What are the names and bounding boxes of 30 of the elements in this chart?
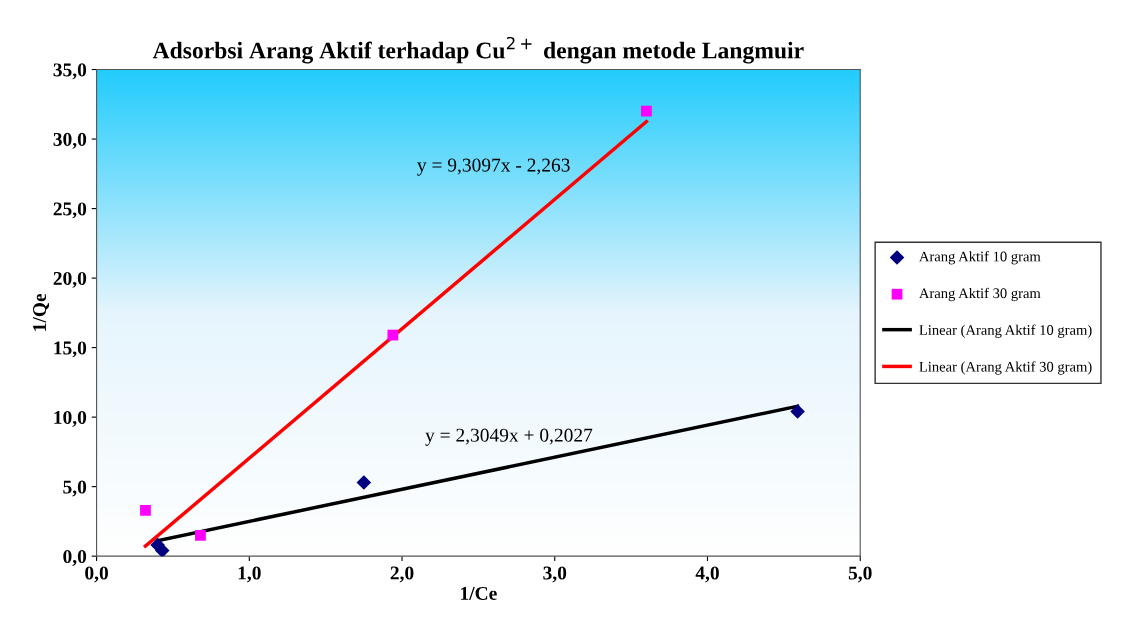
x-tick-label: 0,0 — [85, 566, 108, 583]
x-tick-label: 5,0 — [848, 566, 872, 583]
legend-label: Linear (Arang Aktif 30 gram) — [919, 361, 1092, 375]
y-tick-label: 20,0 — [53, 271, 87, 288]
legend-label: Linear (Arang Aktif 10 gram) — [919, 324, 1092, 338]
annotation: y = 9,3097x - 2,263 — [417, 158, 570, 176]
point — [154, 543, 170, 557]
point — [356, 475, 372, 490]
point — [641, 105, 652, 117]
point — [140, 504, 151, 516]
legend-label: Arang Aktif 10 gram — [919, 251, 1041, 265]
y-tick-label: 10,0 — [54, 410, 87, 427]
legend-label: Arang Aktif 30 gram — [919, 287, 1041, 302]
x-tick-label: 3,0 — [543, 566, 567, 583]
annotation: y = 2,3049x + 0,2027 — [425, 428, 593, 446]
x-tick-label: 1,0 — [238, 566, 261, 583]
y-tick-label: 30,0 — [53, 132, 87, 149]
y-tick-label: 25,0 — [53, 202, 87, 219]
y-axis-title: 1/Qe — [33, 293, 50, 331]
y-tick-label: 15,0 — [54, 341, 87, 358]
x-tick-label: 4,0 — [695, 566, 719, 583]
y-tick-label: 35,0 — [53, 63, 87, 80]
y-tick-label: 0,0 — [63, 549, 87, 566]
point — [387, 329, 399, 341]
x-axis-title: 1/Ce — [461, 586, 497, 600]
point — [790, 404, 805, 419]
y-tick-label: 5,0 — [63, 480, 87, 497]
x-tick-label: 2,0 — [390, 566, 414, 583]
point — [195, 529, 206, 541]
chart-title: Adsorbsi Arang Aktif terhadap Cu$^{2+}$ dengan metode Langmuir — [152, 36, 804, 64]
